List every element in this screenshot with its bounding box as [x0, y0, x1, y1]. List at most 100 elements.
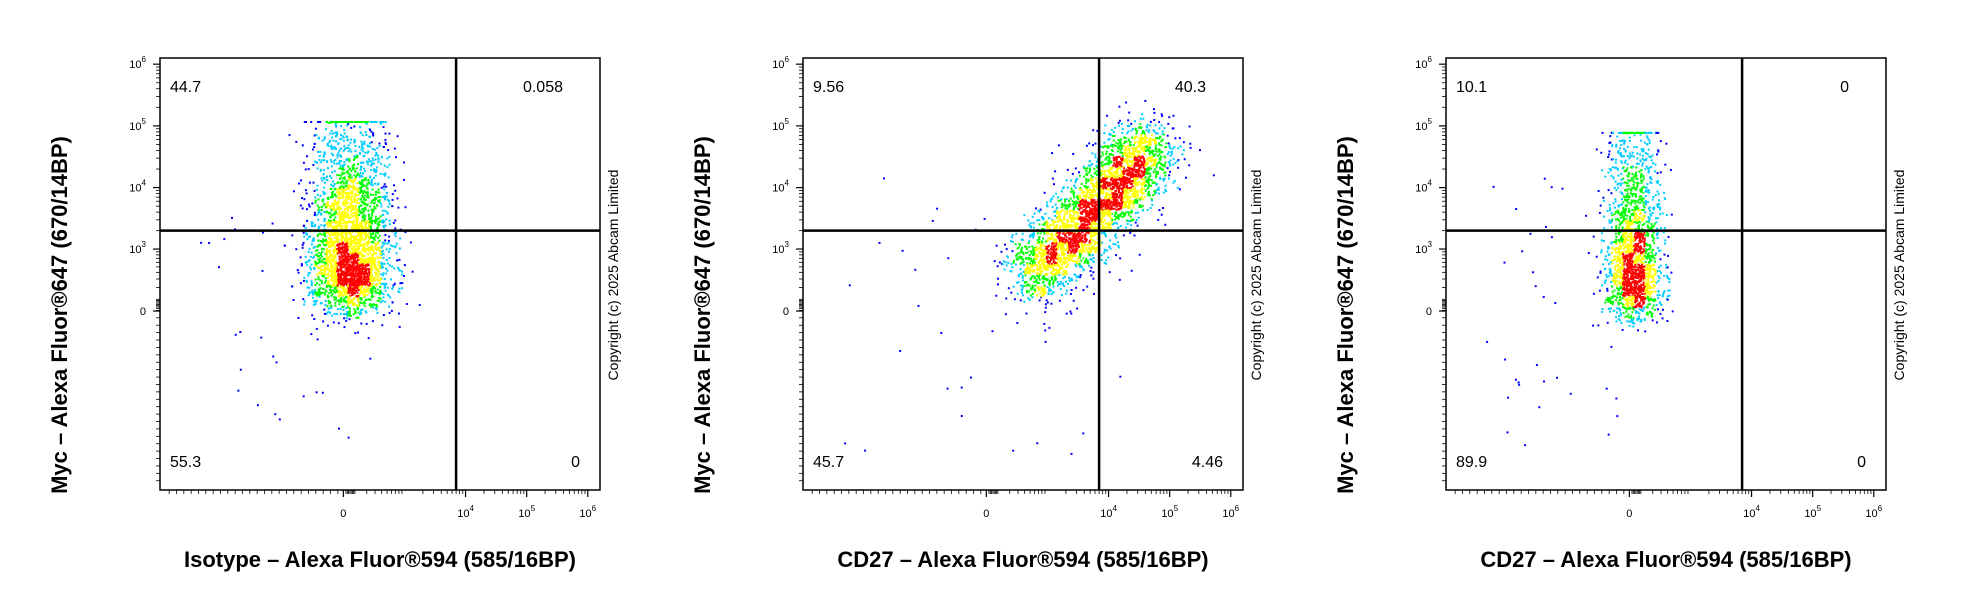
event-dot: [341, 197, 344, 200]
event-dot: [366, 196, 369, 198]
event-dot: [359, 244, 362, 247]
event-dot: [362, 243, 365, 246]
event-dot: [354, 156, 357, 159]
event-dot: [342, 218, 345, 221]
event-dot: [1109, 187, 1112, 190]
event-dot: [372, 198, 375, 201]
event-dot: [1067, 242, 1070, 244]
event-dot: [346, 274, 349, 277]
event-dot: [1011, 250, 1014, 253]
event-dot: [375, 166, 378, 169]
event-dot: [343, 145, 346, 147]
event-dot: [355, 265, 358, 268]
event-dot: [322, 169, 325, 172]
event-dot: [1173, 179, 1176, 182]
event-dot: [1040, 271, 1043, 274]
event-dot: [356, 256, 359, 259]
event-dot: [338, 280, 341, 283]
event-dot: [344, 216, 347, 219]
event-dot: [1094, 251, 1097, 254]
event-dot: [343, 132, 346, 135]
event-dot: [324, 262, 327, 265]
event-dot: [369, 217, 372, 219]
event-dot: [364, 269, 367, 272]
event-dot: [1021, 276, 1024, 279]
event-dot: [342, 262, 345, 265]
event-dot: [1125, 219, 1128, 222]
event-dot: [334, 266, 337, 269]
event-dot: [1049, 251, 1052, 254]
event-dot: [373, 263, 376, 266]
event-dot: [320, 208, 323, 211]
event-dot: [364, 285, 367, 288]
event-dot: [1024, 270, 1027, 272]
event-dot: [337, 225, 340, 228]
event-dot: [1093, 234, 1096, 236]
event-dot: [359, 198, 362, 201]
event-dot: [345, 301, 348, 304]
event-dot: [323, 151, 326, 154]
event-dot: [304, 189, 307, 192]
event-dot: [1108, 163, 1111, 166]
event-dot: [338, 160, 341, 162]
event-dot: [331, 171, 334, 174]
event-dot: [366, 264, 369, 267]
event-dot: [353, 308, 356, 311]
event-dot: [348, 309, 351, 312]
event-dot: [353, 235, 356, 238]
event-dot: [356, 281, 359, 284]
event-dot: [1060, 206, 1063, 209]
event-dot: [366, 259, 369, 262]
event-dot: [339, 164, 342, 167]
event-dot: [363, 208, 366, 211]
event-dot: [328, 283, 331, 286]
event-dot: [346, 222, 349, 225]
event-dot: [324, 279, 327, 282]
event-dot: [374, 233, 377, 236]
event-dot: [365, 271, 368, 274]
event-dot: [1108, 170, 1111, 173]
event-dot: [354, 310, 357, 313]
event-dot: [342, 121, 345, 123]
event-dot: [1124, 140, 1127, 143]
event-dot: [364, 249, 367, 252]
event-dot: [1074, 245, 1077, 247]
event-dot: [333, 231, 336, 234]
event-dot: [318, 261, 321, 264]
event-dot: [345, 121, 348, 123]
event-dot: [362, 271, 365, 274]
event-dot: [1108, 176, 1111, 179]
event-dot: [344, 258, 347, 261]
event-dot: [327, 307, 330, 310]
event-dot: [364, 208, 367, 211]
event-dot: [1089, 258, 1092, 261]
event-dot: [1168, 144, 1171, 147]
event-dot: [349, 238, 352, 241]
event-dot: [1068, 231, 1071, 234]
event-dot: [362, 154, 365, 157]
event-dot: [357, 208, 359, 211]
event-dot: [343, 192, 346, 195]
event-dot: [374, 245, 377, 248]
event-dot: [333, 312, 336, 315]
event-dot: [1034, 280, 1037, 283]
event-dot: [1079, 197, 1082, 200]
event-dot: [398, 312, 400, 315]
event-dot: [1062, 283, 1065, 286]
event-dot: [322, 320, 325, 323]
event-dot: [382, 274, 385, 277]
event-dot: [1103, 184, 1105, 187]
event-dot: [1136, 163, 1139, 166]
event-dot: [1117, 246, 1120, 249]
event-dot: [338, 220, 341, 223]
event-dot: [360, 182, 363, 185]
event-dot: [335, 140, 337, 143]
event-dot: [375, 248, 378, 251]
event-dot: [329, 288, 332, 291]
event-dot: [1052, 247, 1055, 250]
event-dot: [1090, 179, 1093, 182]
event-dot: [1052, 238, 1055, 241]
event-dot: [1064, 241, 1067, 244]
event-dot: [395, 252, 398, 255]
event-dot: [361, 134, 364, 137]
